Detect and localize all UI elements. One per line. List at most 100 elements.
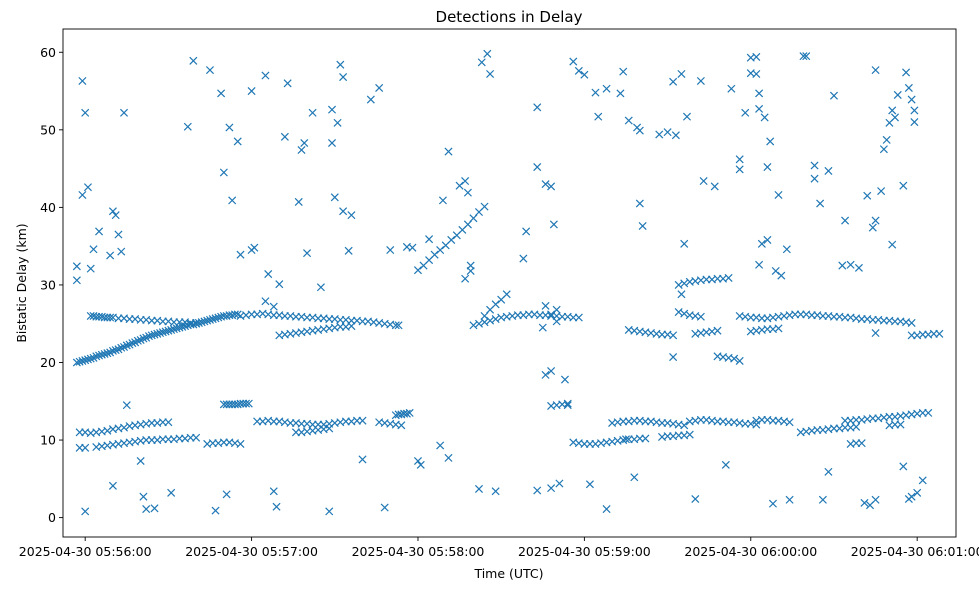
data-point-marker: [555, 479, 564, 488]
data-point-marker: [167, 488, 176, 497]
data-point-marker: [95, 227, 104, 236]
data-point-marker: [602, 505, 611, 514]
data-point-marker: [824, 467, 833, 476]
data-point-marker: [325, 507, 334, 516]
data-point-marker: [680, 421, 689, 430]
data-point-marker: [272, 502, 281, 511]
data-point-marker: [308, 108, 317, 117]
data-point-marker: [810, 174, 819, 183]
data-point-marker: [486, 69, 495, 79]
x-tick-label: 2025-04-30 05:56:00: [19, 544, 152, 559]
data-point-marker: [774, 324, 783, 333]
data-point-marker: [436, 246, 445, 255]
data-point-marker: [444, 147, 453, 156]
data-point-marker: [580, 70, 589, 79]
data-point-marker: [735, 155, 744, 164]
data-point-marker: [211, 506, 220, 515]
data-point-marker: [766, 137, 775, 146]
data-point-marker: [78, 76, 87, 85]
x-tick-label: 2025-04-30 06:00:00: [684, 544, 817, 559]
data-point-marker: [691, 494, 700, 504]
data-point-marker: [907, 95, 916, 104]
data-point-marker: [236, 250, 245, 259]
data-point-marker: [117, 343, 126, 352]
data-point-marker: [375, 83, 384, 92]
data-point-marker: [871, 216, 880, 225]
data-point-marker: [333, 118, 342, 127]
y-tick-label: 0: [48, 510, 56, 525]
data-point-marker: [225, 123, 234, 132]
data-point-marker: [394, 321, 403, 330]
data-point-marker: [461, 274, 470, 283]
data-point-marker: [854, 263, 863, 272]
data-point-marker: [868, 223, 877, 232]
data-point-marker: [283, 79, 292, 88]
data-point-marker: [602, 84, 611, 93]
data-point-marker: [782, 245, 791, 254]
data-point-marker: [541, 180, 550, 189]
data-point-marker: [541, 370, 550, 379]
data-point-marker: [910, 106, 919, 115]
data-point-marker: [444, 453, 453, 462]
data-point-marker: [663, 128, 672, 137]
data-point-marker: [358, 455, 367, 464]
data-point-marker: [871, 495, 880, 504]
data-point-marker: [183, 122, 192, 131]
data-point-marker: [217, 89, 226, 98]
data-point-marker: [677, 69, 686, 79]
data-point-marker: [896, 420, 905, 429]
data-point-marker: [192, 318, 201, 327]
data-point-marker: [339, 207, 348, 216]
data-point-marker: [222, 490, 231, 499]
data-point-marker: [483, 49, 492, 58]
data-point-marker: [829, 91, 838, 100]
data-point-marker: [810, 161, 819, 170]
data-point-marker: [824, 166, 833, 175]
y-tick-label: 20: [40, 355, 56, 370]
y-tick-label: 40: [40, 200, 56, 215]
data-point-marker: [899, 181, 908, 190]
data-point-marker: [386, 246, 395, 255]
x-tick-label: 2025-04-30 05:59:00: [518, 544, 651, 559]
data-point-marker: [888, 106, 897, 115]
data-point-marker: [413, 456, 423, 466]
data-point-marker: [907, 318, 916, 327]
data-point-marker: [86, 354, 95, 363]
data-point-marker: [727, 84, 736, 93]
data-point-marker: [699, 176, 708, 186]
data-point-marker: [752, 52, 761, 61]
data-point-marker: [635, 199, 644, 208]
data-point-marker: [219, 168, 228, 177]
data-point-marker: [72, 276, 81, 285]
data-point-marker: [552, 317, 561, 326]
data-point-marker: [228, 196, 237, 205]
data-point-marker: [72, 262, 81, 271]
data-point-marker: [799, 52, 808, 61]
data-point-marker: [641, 434, 650, 443]
data-point-marker: [502, 290, 511, 299]
data-point-marker: [574, 66, 583, 75]
y-tick-label: 60: [40, 45, 56, 60]
y-tick-label: 30: [40, 277, 56, 292]
x-tick-label: 2025-04-30 05:58:00: [352, 544, 485, 559]
data-point-marker: [519, 254, 528, 263]
data-point-marker: [139, 492, 148, 501]
data-point-marker: [108, 481, 117, 490]
data-point-marker: [522, 227, 531, 236]
data-point-marker: [236, 439, 245, 448]
data-point-marker: [261, 71, 270, 80]
data-point-marker: [316, 283, 325, 292]
data-point-marker: [358, 416, 367, 425]
data-point-marker: [189, 56, 198, 65]
data-point-marker: [774, 190, 783, 199]
data-point-marker: [710, 182, 719, 191]
data-point-marker: [574, 313, 583, 322]
data-point-marker: [447, 235, 456, 244]
data-point-marker: [297, 145, 306, 155]
data-point-marker: [913, 488, 922, 497]
data-point-marker: [327, 138, 337, 148]
data-point-marker: [777, 271, 786, 280]
data-point-marker: [117, 247, 126, 256]
data-point-marker: [325, 424, 334, 433]
data-point-marker: [192, 433, 201, 442]
